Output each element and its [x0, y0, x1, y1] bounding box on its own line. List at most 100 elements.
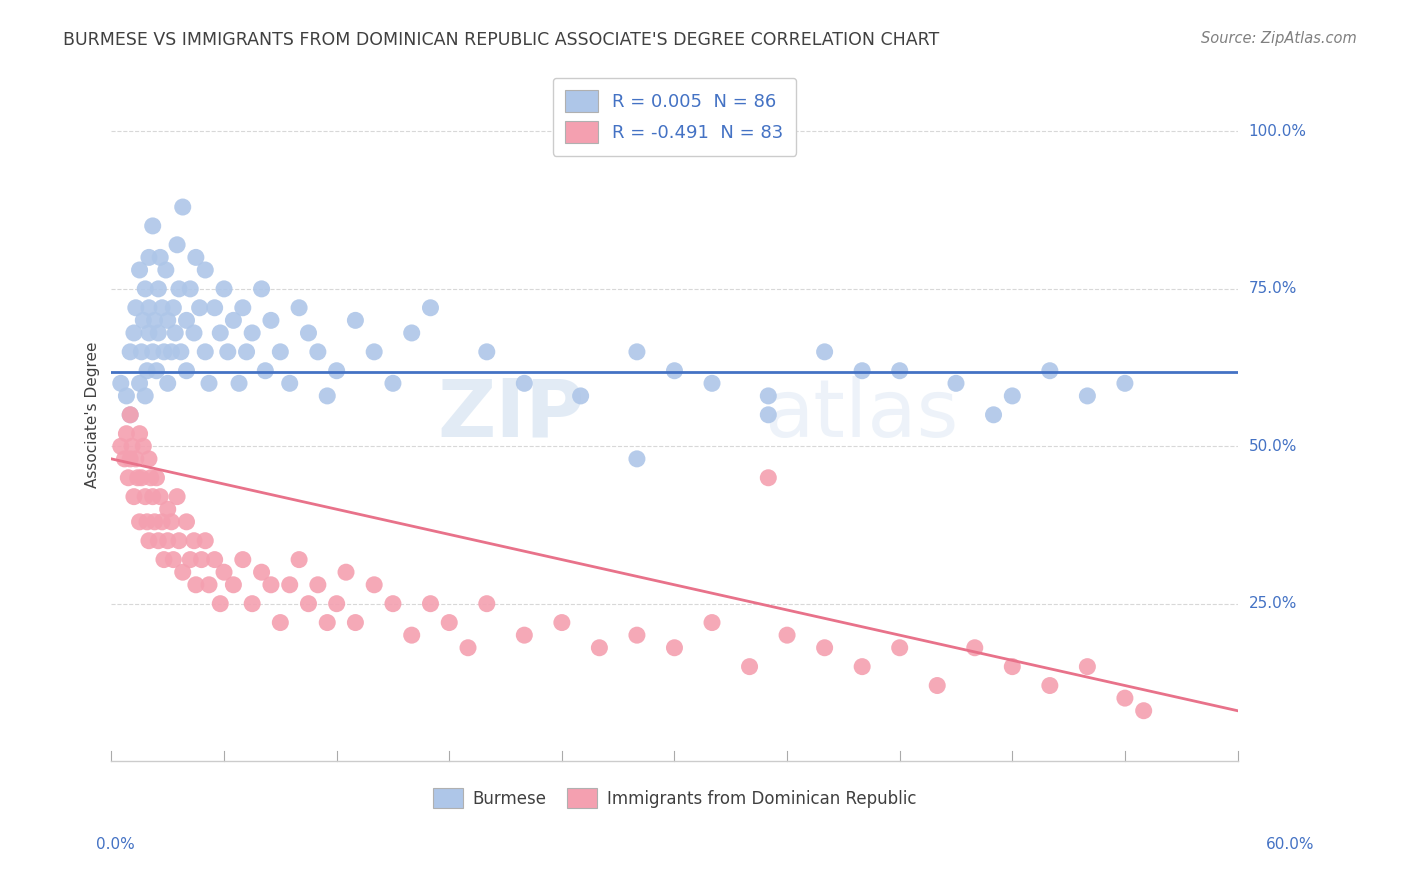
Point: [250, 565, 273, 579]
Point: [222, 313, 245, 327]
Point: [127, 471, 149, 485]
Point: [138, 301, 160, 315]
Point: [184, 578, 207, 592]
Point: [122, 326, 145, 340]
Point: [176, 364, 198, 378]
Point: [142, 344, 165, 359]
Point: [254, 364, 277, 378]
Text: BURMESE VS IMMIGRANTS FROM DOMINICAN REPUBLIC ASSOCIATE'S DEGREE CORRELATION CHA: BURMESE VS IMMIGRANTS FROM DOMINICAN REP…: [63, 31, 939, 49]
Point: [513, 376, 536, 391]
Point: [166, 490, 188, 504]
Point: [1001, 389, 1024, 403]
Point: [194, 263, 217, 277]
Point: [179, 552, 201, 566]
Point: [162, 301, 184, 315]
Point: [134, 389, 156, 403]
Point: [132, 313, 155, 327]
Point: [851, 659, 873, 673]
Point: [121, 439, 143, 453]
Point: [626, 451, 648, 466]
Point: [232, 552, 254, 566]
Point: [269, 344, 291, 359]
Point: [212, 565, 235, 579]
Point: [325, 364, 347, 378]
Point: [212, 282, 235, 296]
Point: [363, 578, 385, 592]
Text: 60.0%: 60.0%: [1267, 837, 1315, 852]
Point: [148, 533, 170, 548]
Point: [983, 408, 1005, 422]
Point: [756, 408, 779, 422]
Point: [232, 301, 254, 315]
Point: [128, 515, 150, 529]
Point: [664, 640, 686, 655]
Point: [457, 640, 479, 655]
Point: [475, 344, 498, 359]
Point: [122, 490, 145, 504]
Point: [134, 282, 156, 296]
Point: [142, 219, 165, 233]
Text: Source: ZipAtlas.com: Source: ZipAtlas.com: [1201, 31, 1357, 46]
Point: [419, 597, 441, 611]
Point: [132, 439, 155, 453]
Point: [1076, 659, 1098, 673]
Point: [235, 344, 257, 359]
Point: [150, 301, 173, 315]
Point: [288, 301, 311, 315]
Point: [188, 301, 211, 315]
Point: [170, 344, 193, 359]
Point: [145, 364, 167, 378]
Point: [851, 364, 873, 378]
Point: [204, 552, 226, 566]
Point: [110, 376, 132, 391]
Point: [814, 344, 837, 359]
Point: [945, 376, 967, 391]
Point: [166, 237, 188, 252]
Point: [136, 515, 159, 529]
Point: [588, 640, 610, 655]
Point: [183, 533, 205, 548]
Point: [179, 282, 201, 296]
Point: [128, 376, 150, 391]
Point: [139, 471, 162, 485]
Point: [738, 659, 761, 673]
Point: [240, 326, 263, 340]
Point: [117, 471, 139, 485]
Point: [288, 552, 311, 566]
Point: [120, 408, 142, 422]
Point: [148, 326, 170, 340]
Point: [209, 597, 232, 611]
Point: [190, 552, 212, 566]
Point: [167, 282, 190, 296]
Point: [153, 344, 176, 359]
Point: [156, 533, 179, 548]
Point: [475, 597, 498, 611]
Legend: Burmese, Immigrants from Dominican Republic: Burmese, Immigrants from Dominican Repub…: [426, 781, 922, 815]
Text: 100.0%: 100.0%: [1249, 124, 1306, 139]
Text: atlas: atlas: [765, 376, 959, 454]
Point: [228, 376, 250, 391]
Point: [131, 344, 153, 359]
Point: [136, 364, 159, 378]
Y-axis label: Associate's Degree: Associate's Degree: [86, 342, 100, 488]
Point: [278, 376, 301, 391]
Point: [439, 615, 461, 630]
Point: [110, 439, 132, 453]
Point: [167, 533, 190, 548]
Point: [297, 326, 319, 340]
Point: [153, 552, 176, 566]
Point: [963, 640, 986, 655]
Point: [138, 251, 160, 265]
Point: [172, 200, 194, 214]
Point: [889, 640, 911, 655]
Point: [149, 251, 172, 265]
Point: [125, 301, 148, 315]
Point: [138, 533, 160, 548]
Point: [513, 628, 536, 642]
Point: [344, 313, 367, 327]
Point: [156, 376, 179, 391]
Point: [160, 515, 183, 529]
Point: [401, 628, 423, 642]
Point: [204, 301, 226, 315]
Point: [381, 376, 404, 391]
